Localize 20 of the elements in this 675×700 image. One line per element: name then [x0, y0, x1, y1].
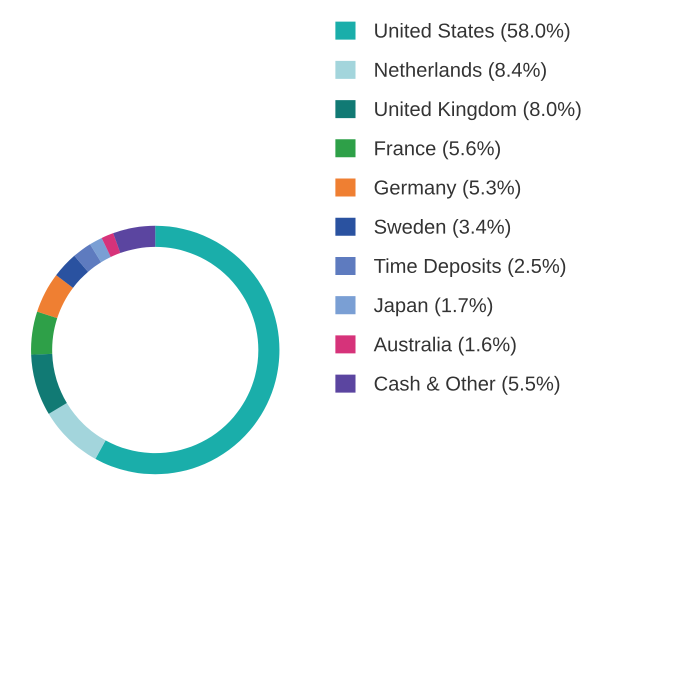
donut-slice [31, 354, 67, 414]
donut-slice [74, 244, 102, 272]
donut-slice [37, 275, 74, 318]
legend-label: United Kingdom (8.0%) [375, 101, 581, 120]
donut-slice [102, 233, 120, 258]
legend-label: Germany (5.3%) [374, 180, 520, 199]
legend-label: Netherlands (8.4%) [375, 62, 546, 81]
donut-slice [56, 256, 88, 288]
legend-label: Time Deposits (2.5%) [374, 258, 566, 278]
legend-label: France (5.6%) [375, 140, 500, 160]
donut-slice [113, 226, 156, 254]
donut-slice [90, 238, 111, 262]
donut-slice [48, 403, 106, 459]
legend-label: Sweden (3.4%) [374, 219, 510, 238]
legend-label: United States (58.0%) [375, 22, 570, 42]
legend-label: Cash & Other (5.5%) [374, 376, 560, 395]
donut-slice [31, 312, 58, 355]
legend-label: Japan (1.7%) [374, 297, 492, 316]
donut-slice [95, 226, 280, 474]
legend-label: Australia (1.6%) [374, 336, 516, 356]
